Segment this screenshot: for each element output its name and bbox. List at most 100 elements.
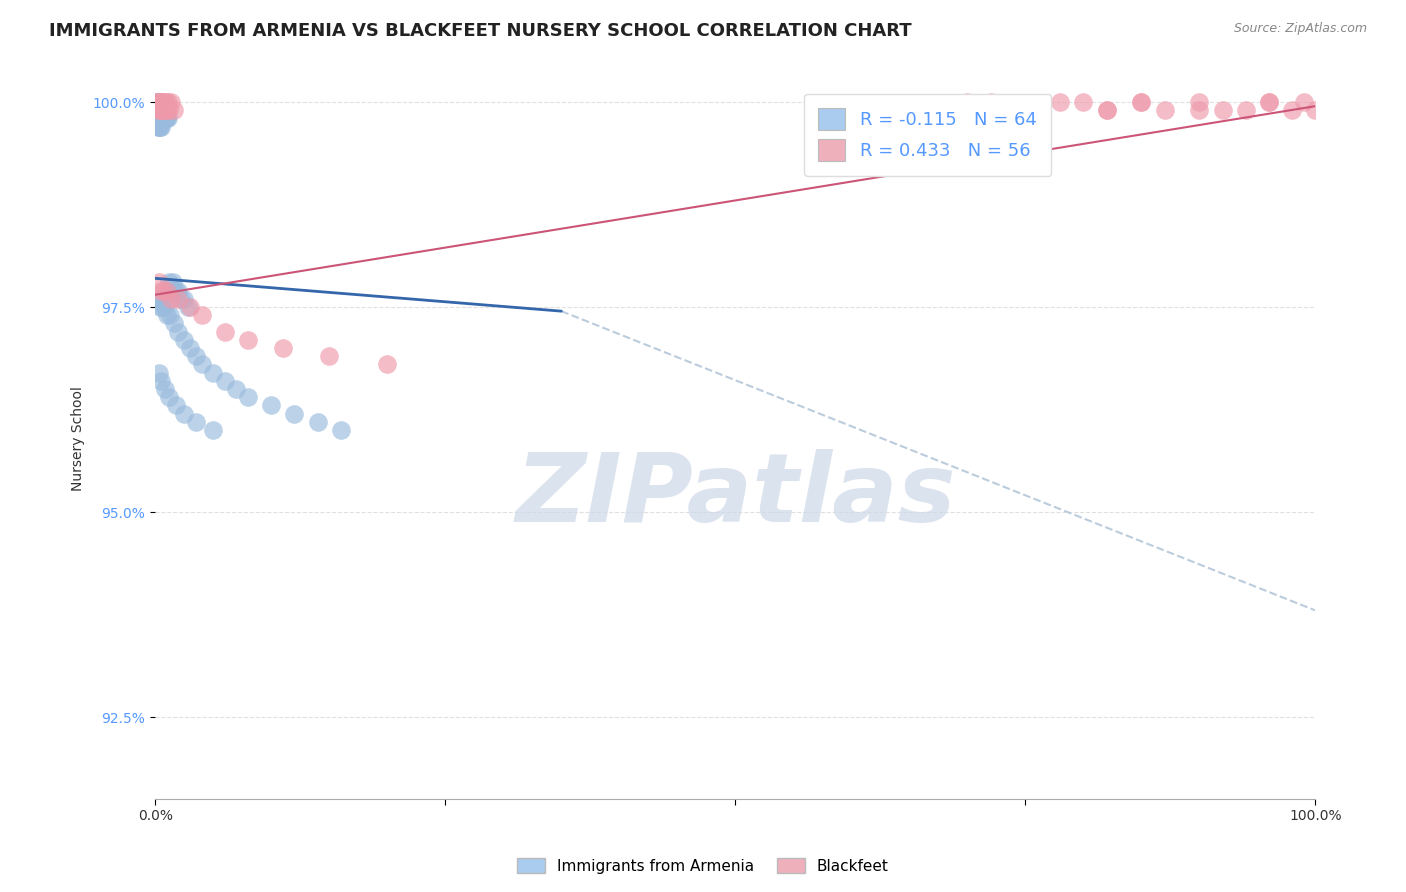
Point — [165, 284, 187, 298]
Point — [146, 103, 169, 118]
Point — [148, 276, 170, 290]
Point — [146, 120, 169, 134]
Point — [152, 284, 174, 298]
Point — [153, 112, 176, 126]
Point — [149, 112, 172, 126]
Point — [146, 95, 169, 109]
Point — [214, 325, 236, 339]
Point — [173, 292, 195, 306]
Point — [1130, 95, 1153, 109]
Point — [1258, 95, 1281, 109]
Point — [148, 120, 170, 134]
Point — [150, 95, 173, 109]
Point — [148, 103, 170, 118]
Point — [150, 103, 173, 118]
Point — [1305, 103, 1327, 118]
Point — [163, 103, 186, 118]
Point — [150, 284, 173, 298]
Point — [173, 333, 195, 347]
Point — [1188, 103, 1211, 118]
Point — [329, 423, 352, 437]
Point — [153, 300, 176, 314]
Point — [1234, 103, 1257, 118]
Point — [148, 292, 170, 306]
Text: IMMIGRANTS FROM ARMENIA VS BLACKFEET NURSERY SCHOOL CORRELATION CHART: IMMIGRANTS FROM ARMENIA VS BLACKFEET NUR… — [49, 22, 912, 40]
Legend: Immigrants from Armenia, Blackfeet: Immigrants from Armenia, Blackfeet — [512, 852, 894, 880]
Point — [236, 333, 259, 347]
Point — [155, 95, 177, 109]
Point — [1049, 95, 1071, 109]
Point — [150, 103, 173, 118]
Point — [184, 349, 207, 363]
Point — [148, 95, 170, 109]
Point — [157, 390, 180, 404]
Point — [149, 120, 172, 134]
Point — [148, 112, 170, 126]
Point — [225, 382, 247, 396]
Point — [1281, 103, 1303, 118]
Point — [145, 95, 167, 109]
Point — [156, 112, 179, 126]
Point — [980, 95, 1002, 109]
Point — [167, 325, 190, 339]
Point — [841, 103, 863, 118]
Point — [152, 112, 174, 126]
Point — [150, 374, 173, 388]
Point — [190, 308, 212, 322]
Point — [157, 276, 180, 290]
Point — [898, 103, 921, 118]
Point — [152, 103, 174, 118]
Point — [177, 300, 200, 314]
Point — [1212, 103, 1234, 118]
Point — [1258, 95, 1281, 109]
Point — [156, 95, 179, 109]
Point — [150, 120, 173, 134]
Point — [173, 407, 195, 421]
Point — [146, 95, 169, 109]
Point — [156, 308, 179, 322]
Point — [145, 95, 167, 109]
Point — [167, 284, 190, 298]
Point — [156, 103, 179, 118]
Point — [956, 95, 979, 109]
Point — [1014, 103, 1036, 118]
Point — [167, 292, 190, 306]
Point — [236, 390, 259, 404]
Point — [149, 103, 172, 118]
Point — [1073, 95, 1095, 109]
Point — [150, 103, 173, 118]
Point — [156, 112, 179, 126]
Point — [150, 103, 173, 118]
Point — [202, 423, 225, 437]
Text: Source: ZipAtlas.com: Source: ZipAtlas.com — [1233, 22, 1367, 36]
Point — [152, 95, 174, 109]
Point — [271, 341, 294, 355]
Point — [202, 366, 225, 380]
Point — [1153, 103, 1175, 118]
Point — [146, 112, 169, 126]
Point — [156, 284, 179, 298]
Point — [160, 292, 183, 306]
Point — [1292, 95, 1315, 109]
Point — [153, 382, 176, 396]
Legend: R = -0.115   N = 64, R = 0.433   N = 56: R = -0.115 N = 64, R = 0.433 N = 56 — [804, 94, 1052, 176]
Point — [190, 358, 212, 372]
Point — [160, 284, 183, 298]
Point — [318, 349, 340, 363]
Point — [1095, 103, 1118, 118]
Point — [149, 103, 172, 118]
Point — [149, 95, 172, 109]
Point — [150, 112, 173, 126]
Point — [149, 300, 172, 314]
Point — [150, 112, 173, 126]
Point — [375, 358, 398, 372]
Point — [148, 95, 170, 109]
Point — [179, 341, 201, 355]
Point — [163, 317, 186, 331]
Point — [153, 103, 176, 118]
Point — [152, 103, 174, 118]
Point — [148, 103, 170, 118]
Point — [162, 276, 184, 290]
Point — [179, 300, 201, 314]
Point — [170, 292, 193, 306]
